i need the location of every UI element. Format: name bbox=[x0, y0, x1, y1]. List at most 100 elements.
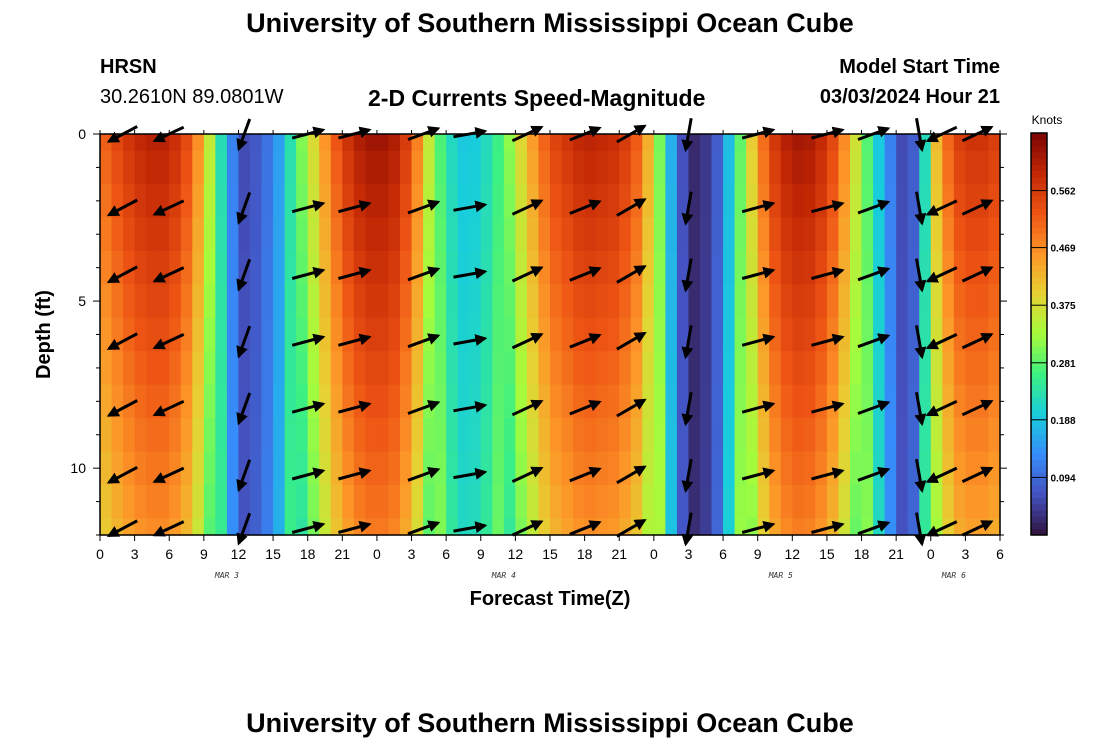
heatmap-cell bbox=[907, 484, 920, 519]
colorbar-segment bbox=[1031, 377, 1047, 385]
heatmap-cell bbox=[642, 484, 655, 519]
heatmap-cell bbox=[388, 134, 401, 152]
heatmap-cell bbox=[365, 250, 378, 285]
heatmap-cell bbox=[457, 250, 470, 285]
heatmap-cell bbox=[273, 134, 286, 152]
heatmap-cell bbox=[907, 351, 920, 386]
heatmap-cell bbox=[492, 217, 505, 252]
current-vector-arrow bbox=[681, 512, 694, 547]
heatmap-cell bbox=[746, 250, 759, 285]
heatmap-cell bbox=[446, 518, 459, 536]
heatmap-cell bbox=[330, 184, 343, 219]
heatmap-cell bbox=[273, 184, 286, 219]
heatmap-cell bbox=[365, 384, 378, 419]
heatmap-cell bbox=[134, 418, 147, 453]
heatmap-cell bbox=[861, 418, 874, 453]
heatmap-cell bbox=[480, 217, 493, 252]
heatmap-cell bbox=[723, 217, 736, 252]
current-vector-arrow bbox=[407, 266, 441, 282]
heatmap-cell bbox=[596, 134, 609, 152]
heatmap-cell bbox=[653, 351, 666, 386]
heatmap-cell bbox=[561, 484, 574, 519]
heatmap-cell bbox=[919, 217, 932, 252]
current-vector-arrow bbox=[961, 199, 994, 216]
x-tick-label: 0 bbox=[927, 546, 935, 562]
heatmap-cell bbox=[873, 384, 886, 419]
heatmap-cell bbox=[630, 351, 643, 386]
colorbar-segment bbox=[1031, 434, 1047, 442]
heatmap-cell bbox=[780, 217, 793, 252]
heatmap-cell bbox=[411, 217, 424, 252]
heatmap-cell bbox=[342, 418, 355, 453]
heatmap-cell bbox=[123, 184, 136, 219]
heatmap-cell bbox=[238, 451, 251, 486]
heatmap-cell bbox=[319, 418, 332, 453]
colorbar-segment bbox=[1031, 170, 1047, 178]
heatmap-cell bbox=[723, 418, 736, 453]
heatmap-cell bbox=[469, 250, 482, 285]
heatmap-cell bbox=[642, 184, 655, 219]
heatmap-cell bbox=[157, 351, 170, 386]
heatmap-cell bbox=[411, 250, 424, 285]
colorbar-segment bbox=[1031, 503, 1047, 511]
heatmap-cell bbox=[653, 250, 666, 285]
day-label: MAR 3 bbox=[214, 571, 239, 580]
heatmap-cell bbox=[803, 150, 816, 185]
heatmap-cell bbox=[388, 284, 401, 319]
heatmap-cell bbox=[192, 351, 205, 386]
heatmap-cell bbox=[319, 150, 332, 185]
heatmap-cell bbox=[942, 150, 955, 185]
heatmap-cell bbox=[723, 451, 736, 486]
heatmap-cell bbox=[676, 351, 690, 386]
heatmap-cell bbox=[803, 351, 816, 386]
heatmap-cell bbox=[492, 418, 505, 453]
heatmap-cell bbox=[561, 284, 574, 319]
current-vector-arrow bbox=[741, 520, 776, 534]
current-vector-arrow bbox=[569, 520, 602, 536]
heatmap-cell bbox=[826, 484, 840, 519]
heatmap-cell bbox=[907, 217, 920, 252]
heatmap-cell bbox=[423, 217, 436, 252]
heatmap-cell bbox=[919, 351, 932, 386]
x-tick-label: 0 bbox=[373, 546, 381, 562]
heatmap-cell bbox=[503, 418, 516, 453]
heatmap-cell bbox=[100, 351, 113, 386]
heatmap-cell bbox=[700, 351, 713, 386]
heatmap-cell bbox=[492, 150, 505, 185]
heatmap-cell bbox=[873, 150, 886, 185]
model-start-label: Model Start Time bbox=[839, 56, 1000, 78]
heatmap-cell bbox=[446, 150, 459, 185]
heatmap-cell bbox=[746, 484, 759, 519]
heatmap-cell bbox=[826, 217, 840, 252]
heatmap-cell bbox=[826, 284, 840, 319]
heatmap-cell bbox=[273, 351, 286, 386]
heatmap-cell bbox=[734, 384, 747, 419]
heatmap-cell bbox=[896, 184, 909, 219]
heatmap-cell bbox=[838, 284, 851, 319]
heatmap-cell bbox=[238, 284, 251, 319]
heatmap-cell bbox=[215, 317, 228, 352]
heatmap-cell bbox=[446, 134, 459, 152]
speed-heatmap bbox=[100, 134, 1001, 536]
heatmap-cell bbox=[123, 484, 136, 519]
heatmap-cell bbox=[896, 451, 909, 486]
heatmap-cell bbox=[538, 418, 551, 453]
heatmap-cell bbox=[250, 250, 263, 285]
heatmap-cell bbox=[850, 150, 863, 185]
heatmap-cell bbox=[469, 217, 482, 252]
current-vector-arrow bbox=[857, 333, 891, 349]
colorbar-segment bbox=[1031, 176, 1047, 184]
heatmap-cell bbox=[480, 351, 493, 386]
heatmap-cell bbox=[307, 351, 320, 386]
heatmap-cell bbox=[792, 418, 805, 453]
day-label: MAR 6 bbox=[941, 571, 966, 580]
colorbar-segment bbox=[1031, 415, 1047, 423]
current-vector-arrow bbox=[106, 399, 138, 417]
heatmap-cell bbox=[803, 484, 816, 519]
heatmap-cell bbox=[261, 150, 274, 185]
colorbar-segment bbox=[1031, 528, 1047, 536]
heatmap-cell bbox=[330, 317, 343, 352]
heatmap-cell bbox=[780, 150, 793, 185]
heatmap-cell bbox=[561, 250, 574, 285]
heatmap-cell bbox=[700, 484, 713, 519]
